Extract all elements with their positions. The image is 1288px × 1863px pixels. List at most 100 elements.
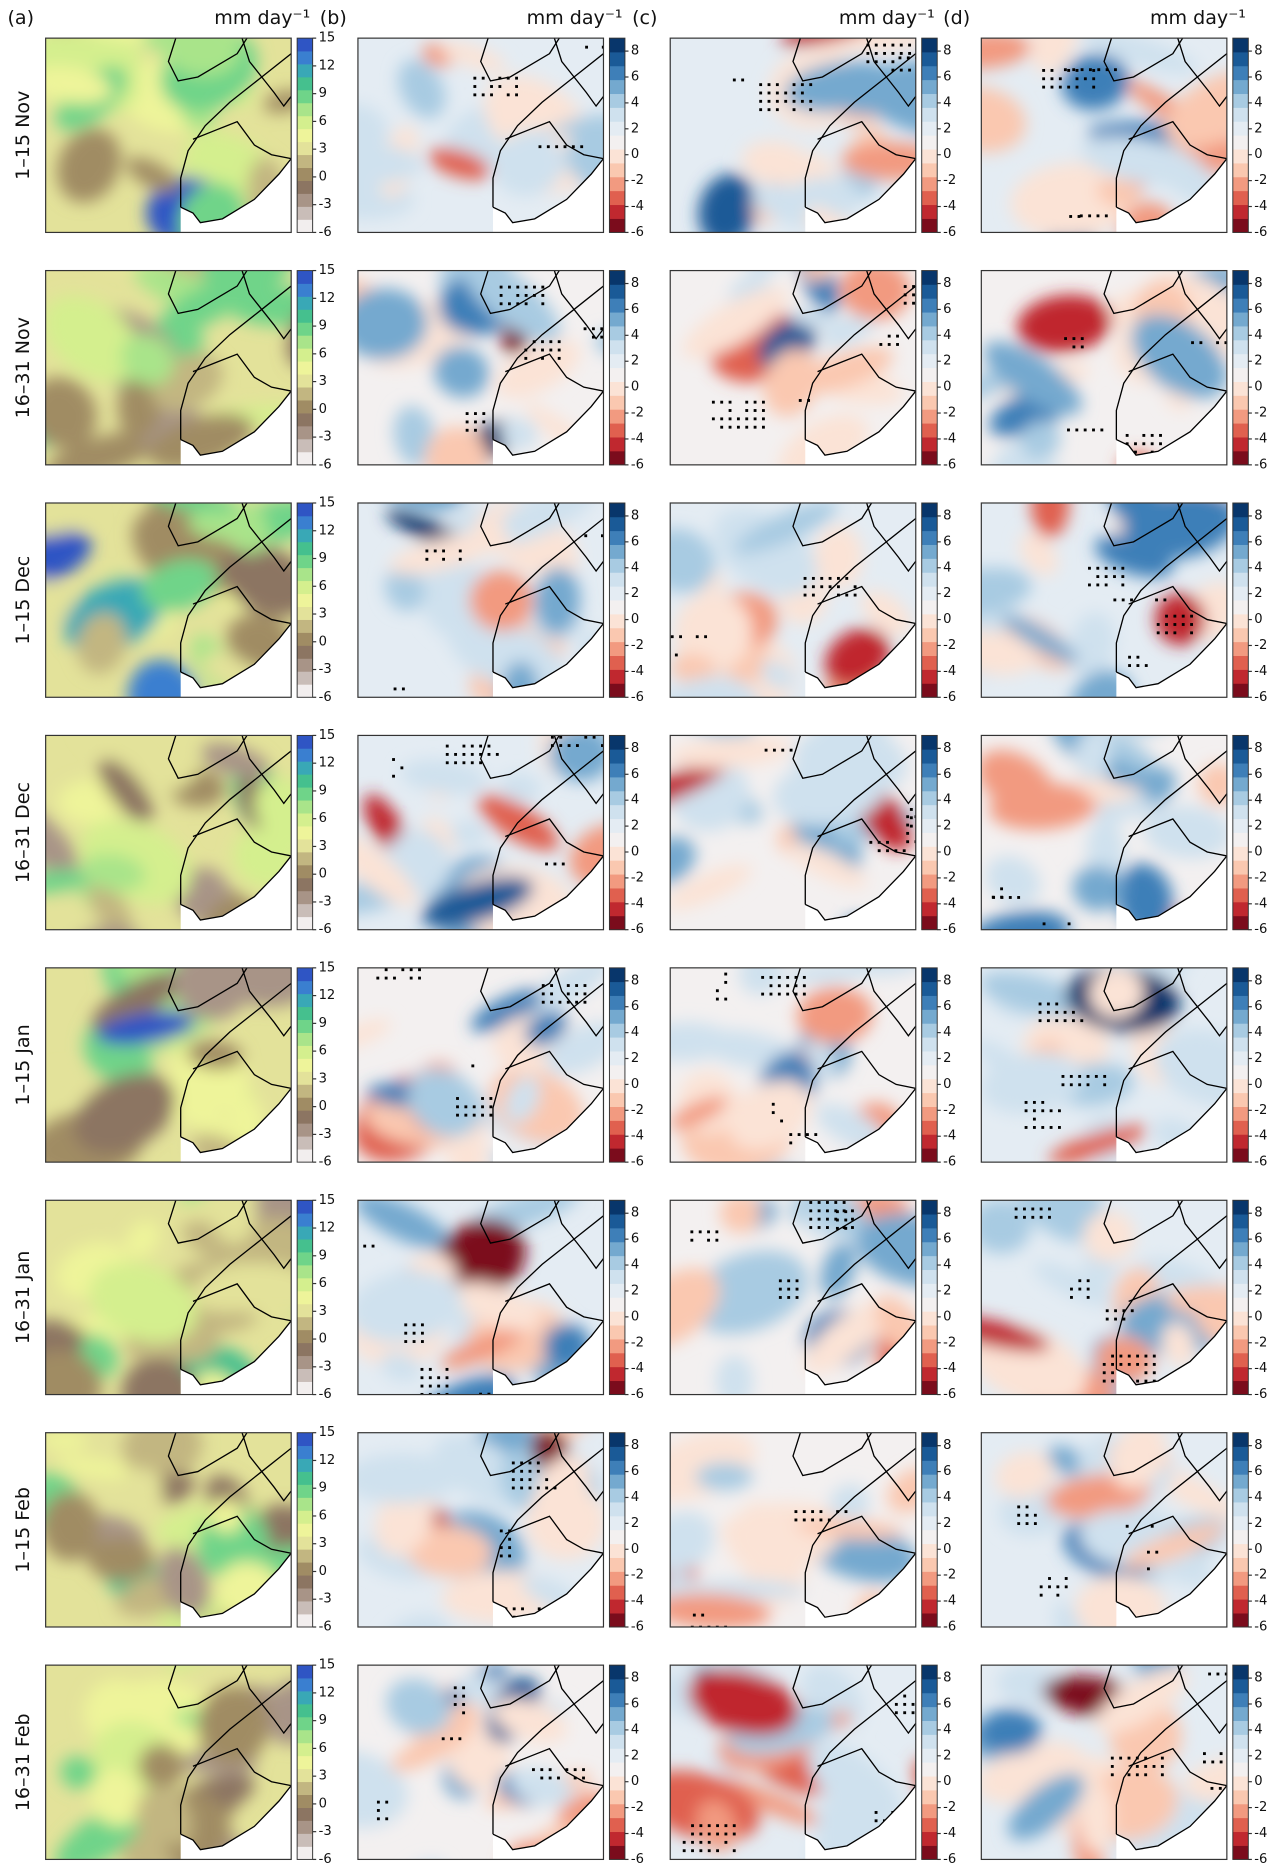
colorbar-tick-label: -2 — [943, 173, 956, 188]
significance-dot — [496, 1409, 499, 1412]
significance-dot — [550, 1001, 553, 1004]
significance-dot — [1157, 631, 1160, 634]
colorbar-band — [1233, 916, 1248, 930]
colorbar-band — [1233, 1585, 1248, 1599]
significance-dot — [1084, 429, 1087, 432]
panel-label: (c) — [632, 7, 657, 29]
colorbar-tick-label: 2 — [1254, 1516, 1262, 1531]
colorbar-band — [922, 1571, 937, 1585]
significance-dot — [707, 1634, 710, 1637]
colorbar-band — [609, 1530, 624, 1544]
colorbar-band — [297, 1562, 312, 1575]
significance-dot — [1113, 598, 1116, 601]
colorbar-tick-label: -2 — [1254, 1103, 1267, 1118]
map-panel — [612, 686, 943, 952]
colorbar-tick-label: -6 — [943, 457, 956, 472]
significance-dot — [869, 841, 872, 844]
colorbar-tick-label: 0 — [631, 1077, 639, 1092]
colorbar-band — [922, 1270, 937, 1284]
colorbar-band — [297, 1601, 312, 1614]
colorbar-tick-label: 6 — [1254, 1696, 1262, 1711]
significance-dot — [1047, 1019, 1050, 1022]
colorbar-tick-label: 4 — [943, 793, 951, 808]
colorbar-band — [609, 52, 624, 66]
colorbar-tick-label: 6 — [631, 1464, 639, 1479]
colorbar-tick-label: 8 — [1254, 276, 1262, 291]
colorbar-band — [922, 423, 937, 437]
colorbar-tick-label: 15 — [319, 960, 336, 975]
significance-dot — [1017, 1514, 1020, 1517]
colorbar-tick-label: 4 — [631, 1722, 639, 1737]
significance-dot — [778, 976, 781, 979]
colorbar-band — [1233, 1134, 1248, 1148]
significance-dot — [568, 744, 571, 747]
colorbar-tick-label: 8 — [1254, 508, 1262, 523]
colorbar-band — [922, 1762, 937, 1776]
significance-dot — [715, 1230, 718, 1233]
significance-dot — [500, 1555, 503, 1558]
colorbar-tick-label: 8 — [631, 276, 639, 291]
colorbar-band — [297, 633, 312, 646]
significance-dot — [464, 1114, 467, 1117]
significance-dot — [1159, 442, 1162, 445]
significance-dot — [724, 1642, 727, 1645]
significance-dot — [592, 246, 595, 249]
significance-dot — [592, 327, 595, 330]
colorbar-band — [297, 568, 312, 581]
significance-dot — [845, 577, 848, 580]
significance-dot — [1072, 68, 1075, 71]
significance-dot — [851, 1226, 854, 1229]
colorbar-band — [609, 1325, 624, 1339]
colorbar-band — [922, 451, 937, 465]
significance-dot — [1040, 1216, 1043, 1219]
significance-dot — [1203, 1752, 1206, 1755]
colorbar-band — [297, 581, 312, 594]
significance-dot — [559, 237, 562, 240]
significance-dot — [768, 108, 771, 111]
colorbar-band — [922, 916, 937, 930]
significance-dot — [1023, 1208, 1026, 1211]
colorbar-band — [609, 1679, 624, 1693]
colorbar-band — [922, 559, 937, 573]
significance-dot — [413, 1340, 416, 1343]
panel-label: (d) — [943, 7, 970, 29]
colorbar-band — [922, 191, 937, 205]
map-panel — [670, 206, 956, 525]
significance-dot — [1208, 1673, 1211, 1676]
colorbar-band — [922, 163, 937, 177]
significance-dot — [883, 44, 886, 47]
colorbar-tick-label: 2 — [1254, 1283, 1262, 1298]
significance-dot — [845, 594, 848, 597]
significance-dot — [716, 1824, 719, 1827]
significance-dot — [1040, 1585, 1043, 1588]
colorbar-band — [609, 271, 624, 285]
colorbar-tick-label: 6 — [319, 579, 327, 594]
colorbar-band — [922, 368, 937, 382]
significance-dot — [745, 409, 748, 412]
significance-dot — [910, 825, 913, 828]
colorbar-band — [1233, 1121, 1248, 1135]
significance-dot — [1126, 434, 1129, 437]
colorbar-tick-label: -4 — [1254, 1594, 1267, 1609]
colorbar-band — [609, 1339, 624, 1353]
significance-dot — [992, 896, 995, 899]
colorbar-band — [609, 559, 624, 573]
significance-dot — [576, 744, 579, 747]
colorbar-tick-label: 0 — [319, 1099, 327, 1114]
colorbar-band — [1233, 219, 1248, 233]
significance-dot — [462, 761, 465, 764]
significance-dot — [559, 744, 562, 747]
significance-dot — [404, 1332, 407, 1335]
colorbar-tick-label: 6 — [319, 114, 327, 129]
significance-dot — [1043, 922, 1046, 925]
colorbar-band — [922, 777, 937, 791]
significance-dot — [908, 44, 911, 47]
colorbar-band — [609, 1242, 624, 1256]
significance-dot — [895, 1711, 898, 1714]
significance-dot — [720, 417, 723, 420]
map-panel — [11, 5, 316, 269]
colorbar-tick-label: 9 — [319, 551, 327, 566]
significance-dot — [1161, 1765, 1164, 1768]
significance-dot — [896, 335, 899, 338]
field — [8, 1125, 337, 1445]
